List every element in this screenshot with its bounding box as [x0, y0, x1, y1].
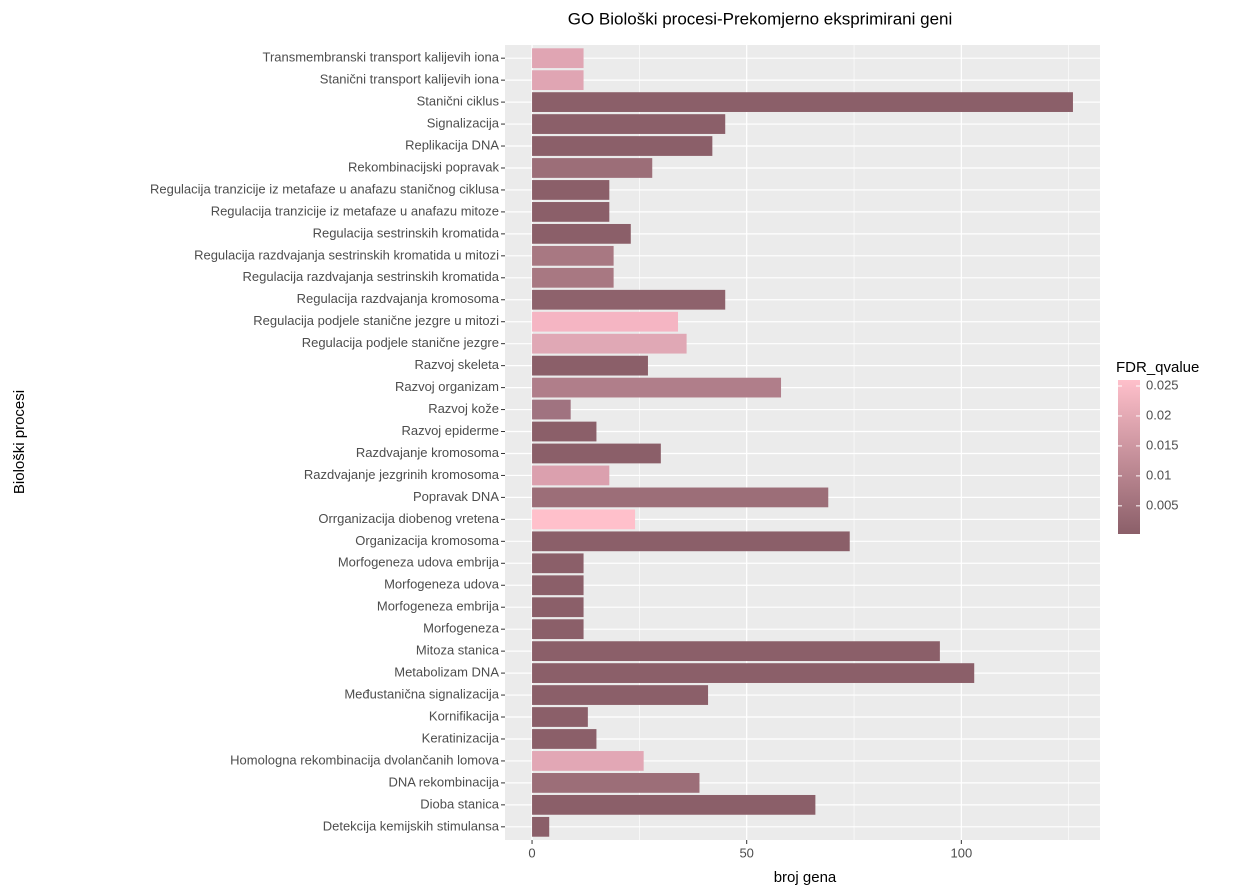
- bar: [532, 685, 709, 705]
- y-tick-label: Morfogeneza embrija: [377, 599, 500, 614]
- bar: [532, 619, 584, 640]
- legend-title: FDR_qvalue: [1116, 359, 1199, 376]
- y-tick-label: Popravak DNA: [413, 489, 499, 504]
- bar: [532, 663, 975, 683]
- bar: [532, 333, 687, 354]
- y-tick-label: Metabolizam DNA: [394, 665, 499, 680]
- y-tick-label: DNA rekombinacija: [388, 774, 499, 789]
- bar: [532, 509, 636, 530]
- y-tick-label: Regulacija sestrinskih kromatida: [313, 225, 500, 240]
- legend-tick-label: 0.02: [1146, 407, 1171, 422]
- bar: [532, 597, 584, 618]
- y-tick-label: Organizacija kromosoma: [355, 533, 500, 548]
- bar: [532, 487, 829, 508]
- y-tick-label: Morfogeneza: [423, 621, 500, 636]
- y-tick-label: Regulacija podjele stanične jezgre u mit…: [253, 313, 499, 328]
- bar: [532, 553, 584, 574]
- y-tick-label: Regulacija tranzicije iz metafaze u anaf…: [211, 203, 499, 218]
- legend-tick-label: 0.015: [1146, 437, 1179, 452]
- bar: [532, 421, 597, 442]
- bar: [532, 707, 588, 727]
- y-tick-label: Međustanična signalizacija: [344, 686, 499, 701]
- bar: [532, 48, 584, 69]
- x-axis-label: broj gena: [774, 869, 837, 886]
- bar: [532, 751, 644, 771]
- bar: [532, 399, 571, 420]
- bar: [532, 355, 648, 376]
- bar: [532, 465, 610, 486]
- y-tick-label: Regulacija razdvajanja sestrinskih kroma…: [194, 247, 499, 262]
- y-tick-label: Keratinizacija: [422, 730, 500, 745]
- y-tick-label: Regulacija tranzicije iz metafaze u anaf…: [150, 181, 500, 196]
- bar: [532, 377, 782, 398]
- y-tick-label: Regulacija podjele stanične jezgre: [302, 335, 499, 350]
- bar: [532, 816, 550, 837]
- y-tick-label: Homologna rekombinacija dvolančanih lomo…: [230, 752, 500, 767]
- legend-tick-label: 0.005: [1146, 497, 1179, 512]
- bar: [532, 202, 610, 222]
- bar: [532, 575, 584, 596]
- y-tick-label: Signalizacija: [427, 115, 500, 130]
- y-tick-label: Regulacija razdvajanja sestrinskih kroma…: [242, 269, 499, 284]
- bar: [532, 158, 653, 178]
- bar: [532, 289, 726, 310]
- y-tick-label: Regulacija razdvajanja kromosoma: [297, 291, 500, 306]
- bar: [532, 223, 631, 244]
- chart-title: GO Biološki procesi-Prekomjerno eksprimi…: [568, 9, 953, 28]
- bar: [532, 136, 713, 156]
- bar: [532, 443, 661, 464]
- y-tick-label: Kornifikacija: [429, 708, 500, 723]
- legend-tick-label: 0.01: [1146, 467, 1171, 482]
- bar: [532, 267, 614, 288]
- bar: [532, 729, 597, 749]
- legend-tick-label: 0.025: [1146, 377, 1179, 392]
- y-tick-label: Orrganizacija diobenog vretena: [318, 511, 499, 526]
- y-axis-label: Biološki procesi: [11, 390, 28, 494]
- y-tick-label: Razvoj epiderme: [401, 423, 499, 438]
- y-tick-label: Transmembranski transport kalijevih iona: [262, 50, 499, 65]
- y-tick-label: Razvoj skeleta: [414, 357, 499, 372]
- y-tick-label: Razvoj organizam: [395, 379, 499, 394]
- bar: [532, 641, 940, 662]
- y-tick-label: Morfogeneza udova: [384, 577, 500, 592]
- bar: [532, 70, 584, 91]
- x-tick-label: 100: [950, 845, 972, 860]
- y-tick-label: Stanični transport kalijevih iona: [320, 72, 500, 87]
- bar: [532, 531, 850, 552]
- y-tick-label: Replikacija DNA: [405, 137, 499, 152]
- bar: [532, 180, 610, 200]
- bar: [532, 114, 726, 134]
- x-tick-label: 0: [528, 845, 535, 860]
- bar: [532, 794, 816, 815]
- y-tick-label: Razdvajanje kromosoma: [356, 445, 500, 460]
- y-tick-label: Stanični ciklus: [417, 94, 500, 109]
- y-tick-label: Morfogeneza udova embrija: [338, 555, 500, 570]
- y-tick-label: Razdvajanje jezgrinih kromosoma: [304, 467, 500, 482]
- y-tick-label: Razvoj kože: [428, 401, 499, 416]
- y-tick-label: Dioba stanica: [420, 796, 500, 811]
- bar: [532, 311, 679, 332]
- bar: [532, 92, 1073, 112]
- y-tick-label: Mitoza stanica: [416, 643, 500, 658]
- colorbar: [1118, 380, 1140, 534]
- y-tick-label: Detekcija kemijskih stimulansa: [323, 818, 500, 833]
- bar: [532, 773, 700, 793]
- x-tick-label: 50: [739, 845, 753, 860]
- y-tick-label: Rekombinacijski popravak: [348, 159, 500, 174]
- bar: [532, 245, 614, 266]
